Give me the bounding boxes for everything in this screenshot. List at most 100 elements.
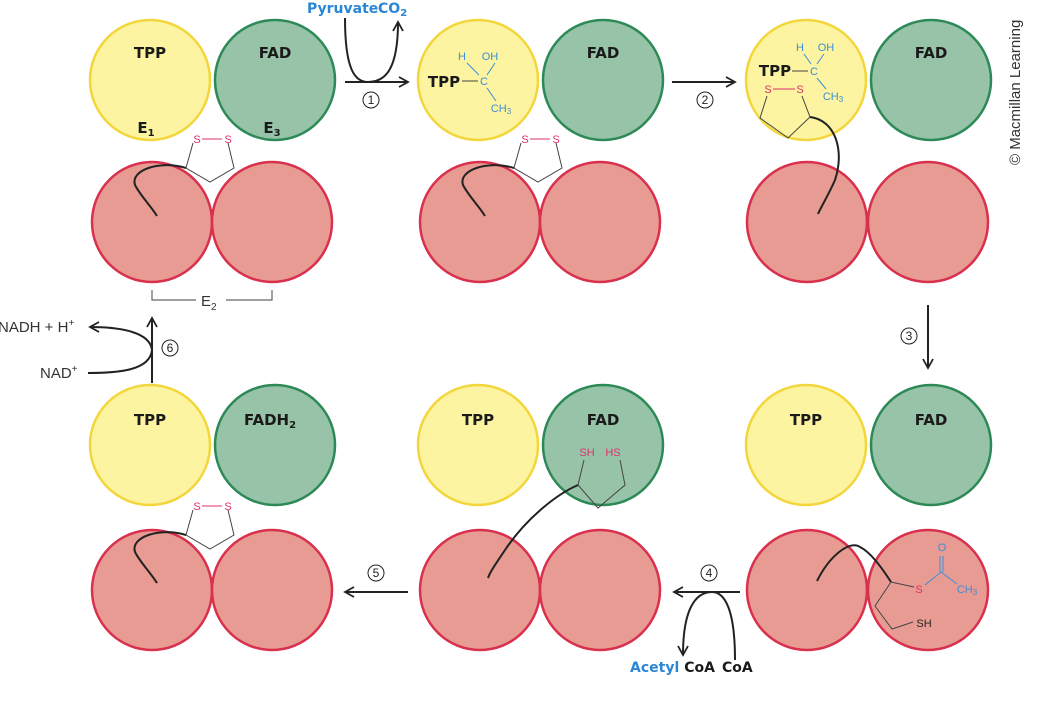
step-number: 3 [906,329,913,343]
sulfur-label: S [224,134,231,146]
step-5: 5 [343,564,408,598]
copyright-credit: © Macmillan Learning [1007,20,1024,165]
lipoyl-arm [133,531,187,584]
step-1: Pyruvate CO2 1 [307,1,410,109]
step-number: 6 [167,341,174,355]
pyruvate-label: Pyruvate [307,1,378,17]
e3-fad-circle [541,18,665,142]
nadh-label: NADH + H+ [0,318,74,336]
panel-acetyl-lipoamide: TPP FAD S O CH3 SH [744,383,993,652]
e2-circle-right [866,160,990,284]
step-4: 4 Acetyl CoA CoA [630,564,753,676]
sulfur-label: S [193,134,200,146]
e2-label: E2 [201,293,217,313]
lipoamide-chain [874,581,914,630]
e1-tpp-circle [744,18,868,142]
step-2: 2 [672,76,737,109]
carbon-label: C [810,66,818,78]
lipoyl-arm [133,164,187,217]
e2-circle-left [90,160,214,284]
e3-fadh2-circle [213,383,337,507]
oxygen-label: O [938,542,947,554]
lipoyl-arm [487,484,579,579]
e3-fad-circle [869,383,993,507]
e3-fad-circle [869,18,993,142]
fad-label: FAD [915,44,948,62]
lipoamide-ring [513,142,563,183]
sulfur-label: S [193,501,200,513]
nad-label: NAD+ [40,364,78,382]
e2-circle-right [210,160,334,284]
lipoamide-ring [759,95,811,139]
e1-label: E1 [137,119,154,139]
panel-reduced-lipoamide: TPP FAD SH HS [416,383,665,652]
step-number: 4 [706,566,713,580]
e1-tpp-circle [88,18,212,142]
hydrogen-label: H [458,51,466,63]
fad-label: FAD [259,44,292,62]
tpp-label: TPP [759,62,791,80]
coa-label: CoA [722,660,753,676]
tpp-label: TPP [428,73,460,91]
lipoyl-arm [816,544,892,583]
e2-circle-right [866,528,990,652]
e1-tpp-circle [416,383,540,507]
panel-reduced-fad: TPP FADH2 S S [88,383,337,652]
step-6: 6 NADH + H+ NAD+ [0,316,179,383]
e3-label: E3 [263,119,280,139]
sulfur-label: S [521,134,528,146]
e3-fad-circle [213,18,337,142]
methyl-label: CH3 [491,103,512,116]
e2-circle-left [418,160,542,284]
sulfur-label: S [915,584,922,596]
lipoyl-arm [461,164,515,217]
thiol-label: SH [579,447,594,459]
methyl-label: CH3 [957,584,978,597]
panel-initial-state: TPP FAD E1 E3 S S E2 [88,18,337,313]
tpp-label: TPP [790,411,822,429]
e1-tpp-circle [416,18,540,142]
carbon-label: C [480,76,488,88]
acetyl-coa-label: Acetyl CoA [630,660,715,676]
co2-label: CO2 [378,1,407,19]
sulfur-label: S [224,501,231,513]
fad-label: FAD [587,411,620,429]
hydroxyl-label: OH [482,51,499,63]
e2-circle-right [210,528,334,652]
thiol-label: HS [605,447,620,459]
step-number: 5 [373,566,380,580]
e2-circle-right [538,160,662,284]
e3-fad-circle [541,383,665,507]
e1-tpp-circle [88,383,212,507]
hydroxyl-label: OH [818,42,835,54]
lipoyl-arm [809,116,840,215]
tpp-label: TPP [462,411,494,429]
e1-tpp-circle [744,383,868,507]
methyl-label: CH3 [823,91,844,104]
e2-circle-left [90,528,214,652]
thiol-label: SH [916,618,931,630]
e2-circle-left [745,160,869,284]
e2-circle-left [745,528,869,652]
hydrogen-label: H [796,42,804,54]
panel-lipoamide-binding: FAD TPP C H OH CH3 S S [744,18,993,284]
panel-hydroxyethyl-tpp: FAD TPP C H OH CH3 S S [416,18,665,284]
tpp-label: TPP [134,411,166,429]
step-3: 3 [900,305,934,370]
lipoamide-ring [185,509,235,550]
fad-label: FAD [915,411,948,429]
lipoamide-chain [577,459,626,509]
sulfur-label: S [552,134,559,146]
e2-circle-right [538,528,662,652]
tpp-label: TPP [134,44,166,62]
sulfur-label: S [764,84,771,96]
lipoamide-ring [185,142,235,183]
fad-label: FAD [587,44,620,62]
fadh2-label: FADH2 [244,411,296,431]
step-number: 2 [702,93,709,107]
sulfur-label: S [796,84,803,96]
step-number: 1 [368,93,375,107]
e2-circle-left [418,528,542,652]
